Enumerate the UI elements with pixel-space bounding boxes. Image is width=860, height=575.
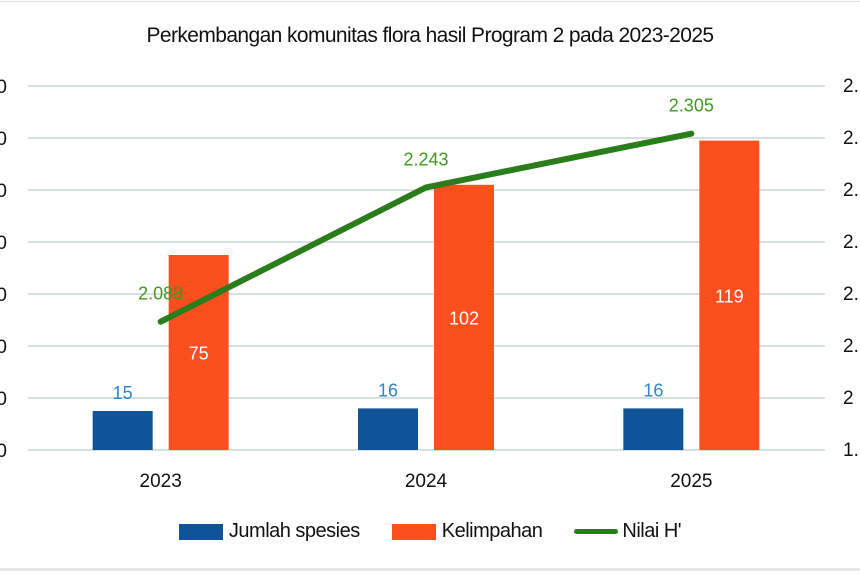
left-axis-tick-label: 0 <box>0 77 7 98</box>
legend-swatch-kelimpahan <box>391 523 436 540</box>
bar-kelimpahan <box>434 184 494 451</box>
left-axis-tick-label: 0 <box>0 285 7 306</box>
left-axis-tick-label: 0 <box>0 337 7 358</box>
x-axis-tick-label: 2025 <box>670 471 712 492</box>
legend-item-nilai-h: Nilai H' <box>574 520 682 543</box>
left-axis-tick-label: 0 <box>0 389 7 410</box>
x-axis-tick-label: 2023 <box>140 471 182 492</box>
bar-jumlah-spesies <box>358 408 418 450</box>
right-axis-tick-label: 2. <box>843 336 859 357</box>
bar-kelimpahan <box>168 255 229 450</box>
data-label-kelimpahan: 75 <box>189 344 209 364</box>
data-label-jumlah-spesies: 16 <box>378 380 398 400</box>
data-label-jumlah-spesies: 16 <box>643 380 663 400</box>
legend-label-kelimpahan: Kelimpahan <box>441 520 543 542</box>
right-axis-tick-label: 2. <box>843 232 859 253</box>
legend-label-jumlah-spesies: Jumlah spesies <box>228 520 360 542</box>
legend-item-kelimpahan: Kelimpahan <box>391 520 543 543</box>
left-axis-tick-label: 0 <box>0 441 7 462</box>
data-label-jumlah-spesies: 15 <box>113 383 133 403</box>
right-axis-tick-label: 2. <box>843 284 859 305</box>
data-label-kelimpahan: 119 <box>715 286 744 306</box>
right-axis-tick-label: 1. <box>843 440 859 461</box>
legend-swatch-jumlah-spesies <box>178 523 223 540</box>
left-axis-tick-label: 0 <box>0 233 7 254</box>
right-axis-tick-label: 2. <box>843 128 859 149</box>
legend-item-jumlah-spesies: Jumlah spesies <box>178 520 360 543</box>
x-axis-tick-label: 2024 <box>405 471 448 492</box>
bar-jumlah-spesies <box>623 408 684 450</box>
right-axis-tick-label: 2. <box>843 180 859 201</box>
left-axis-tick-label: 0 <box>0 129 7 150</box>
data-label-nilai-h: 2.088 <box>138 284 183 304</box>
data-label-nilai-h: 2.305 <box>669 96 714 116</box>
data-label-kelimpahan: 102 <box>449 308 479 328</box>
left-axis-tick-label: 0 <box>0 181 7 202</box>
chart-title: Perkembangan komunitas flora hasil Progr… <box>146 24 715 47</box>
right-axis-tick-label: 2 <box>843 388 854 409</box>
bar-jumlah-spesies <box>92 411 153 450</box>
legend: Jumlah spesies Kelimpahan Nilai H' <box>0 520 860 543</box>
data-label-nilai-h: 2.243 <box>403 149 448 169</box>
bar-kelimpahan <box>699 140 760 450</box>
legend-label-nilai-h: Nilai H' <box>622 520 682 542</box>
right-axis-tick-label: 2. <box>843 76 859 97</box>
legend-swatch-nilai-h <box>574 529 619 534</box>
